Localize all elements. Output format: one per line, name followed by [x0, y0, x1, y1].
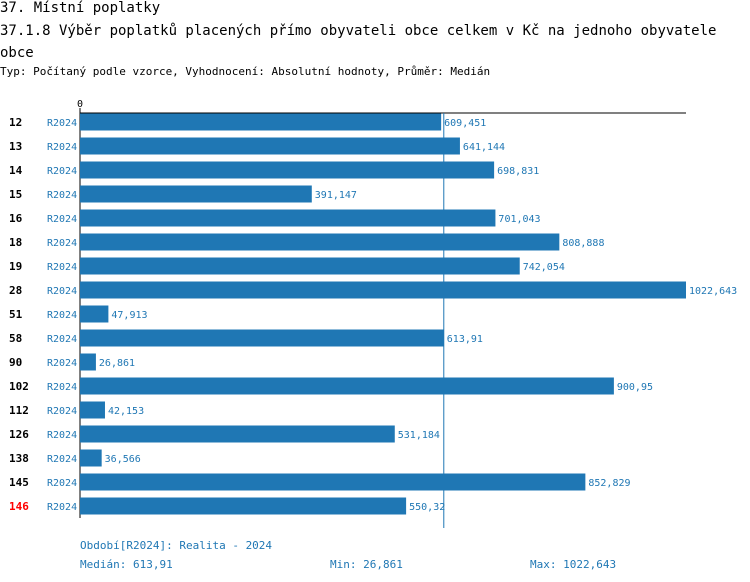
- min-summary: Min: 26,861: [330, 558, 403, 571]
- category-label: 15: [9, 188, 22, 201]
- median-summary: Medián: 613,91: [80, 558, 173, 571]
- bar: [80, 473, 586, 491]
- bar: [80, 449, 102, 467]
- value-label: 852,829: [588, 478, 630, 489]
- category-label: 138: [9, 452, 29, 465]
- bar: [80, 281, 686, 299]
- bar: [80, 185, 312, 203]
- section-title: 37. Místní poplatky: [0, 0, 161, 16]
- value-label: 641,144: [463, 142, 505, 153]
- period-label: R2024: [47, 190, 77, 201]
- chart-subtitle: Typ: Počítaný podle vzorce, Vyhodnocení:…: [0, 65, 491, 78]
- value-label: 701,043: [498, 214, 540, 225]
- period-label: R2024: [47, 262, 77, 273]
- value-label: 698,831: [497, 166, 539, 177]
- category-label: 16: [9, 212, 23, 225]
- bar: [80, 257, 520, 275]
- category-label: 112: [9, 404, 29, 417]
- bar: [80, 161, 495, 179]
- period-label: R2024: [47, 286, 77, 297]
- period-label: R2024: [47, 430, 77, 441]
- category-label: 126: [9, 428, 29, 441]
- value-label: 391,147: [315, 190, 357, 201]
- value-label: 613,91: [447, 334, 483, 345]
- value-label: 1022,643: [689, 286, 737, 297]
- category-label: 90: [9, 356, 22, 369]
- value-label: 531,184: [398, 430, 440, 441]
- bar: [80, 425, 395, 443]
- value-label: 609,451: [444, 118, 486, 129]
- bar: [80, 353, 96, 371]
- period-label: R2024: [47, 118, 77, 129]
- category-label: 58: [9, 332, 22, 345]
- period-label: R2024: [47, 478, 77, 489]
- period-label: R2024: [47, 214, 77, 225]
- category-label: 14: [9, 164, 23, 177]
- period-label: R2024: [47, 406, 77, 417]
- category-label: 146: [9, 500, 29, 513]
- bar: [80, 497, 407, 515]
- category-label: 51: [9, 308, 23, 321]
- value-label: 550,32: [409, 502, 445, 513]
- category-label: 19: [9, 260, 22, 273]
- value-label: 742,054: [523, 262, 565, 273]
- bar: [80, 209, 496, 227]
- category-label: 102: [9, 380, 29, 393]
- value-label: 47,913: [111, 310, 147, 321]
- period-label: R2024: [47, 358, 77, 369]
- period-label: R2024: [47, 382, 77, 393]
- period-label: R2024: [47, 334, 77, 345]
- category-label: 12: [9, 116, 22, 129]
- value-label: 26,861: [99, 358, 135, 369]
- bar: [80, 305, 109, 323]
- max-summary: Max: 1022,643: [530, 558, 617, 571]
- bar-chart: 0 12 R2024 609,451 13 R2024 641,144 14 R2024 698,…: [9, 99, 737, 528]
- period-label: R2024: [47, 310, 77, 321]
- bar: [80, 401, 105, 419]
- value-label: 900,95: [617, 382, 653, 393]
- value-label: 36,566: [105, 454, 141, 465]
- period-legend: Období[R2024]: Realita - 2024: [80, 539, 273, 552]
- period-label: R2024: [47, 238, 77, 249]
- chart-title: 37.1.8 Výběr poplatků placených přímo ob…: [0, 23, 717, 61]
- period-label: R2024: [47, 166, 77, 177]
- category-label: 18: [9, 236, 22, 249]
- bar: [80, 137, 460, 155]
- period-label: R2024: [47, 454, 77, 465]
- bar: [80, 113, 442, 131]
- category-label: 28: [9, 284, 22, 297]
- period-label: R2024: [47, 142, 77, 153]
- category-label: 145: [9, 476, 29, 489]
- period-label: R2024: [47, 502, 77, 513]
- value-label: 42,153: [108, 406, 144, 417]
- x-tick-label: 0: [77, 99, 83, 110]
- category-label: 13: [9, 140, 22, 153]
- bar: [80, 329, 444, 347]
- bar: [80, 233, 560, 251]
- value-label: 808,888: [562, 238, 604, 249]
- bar: [80, 377, 614, 395]
